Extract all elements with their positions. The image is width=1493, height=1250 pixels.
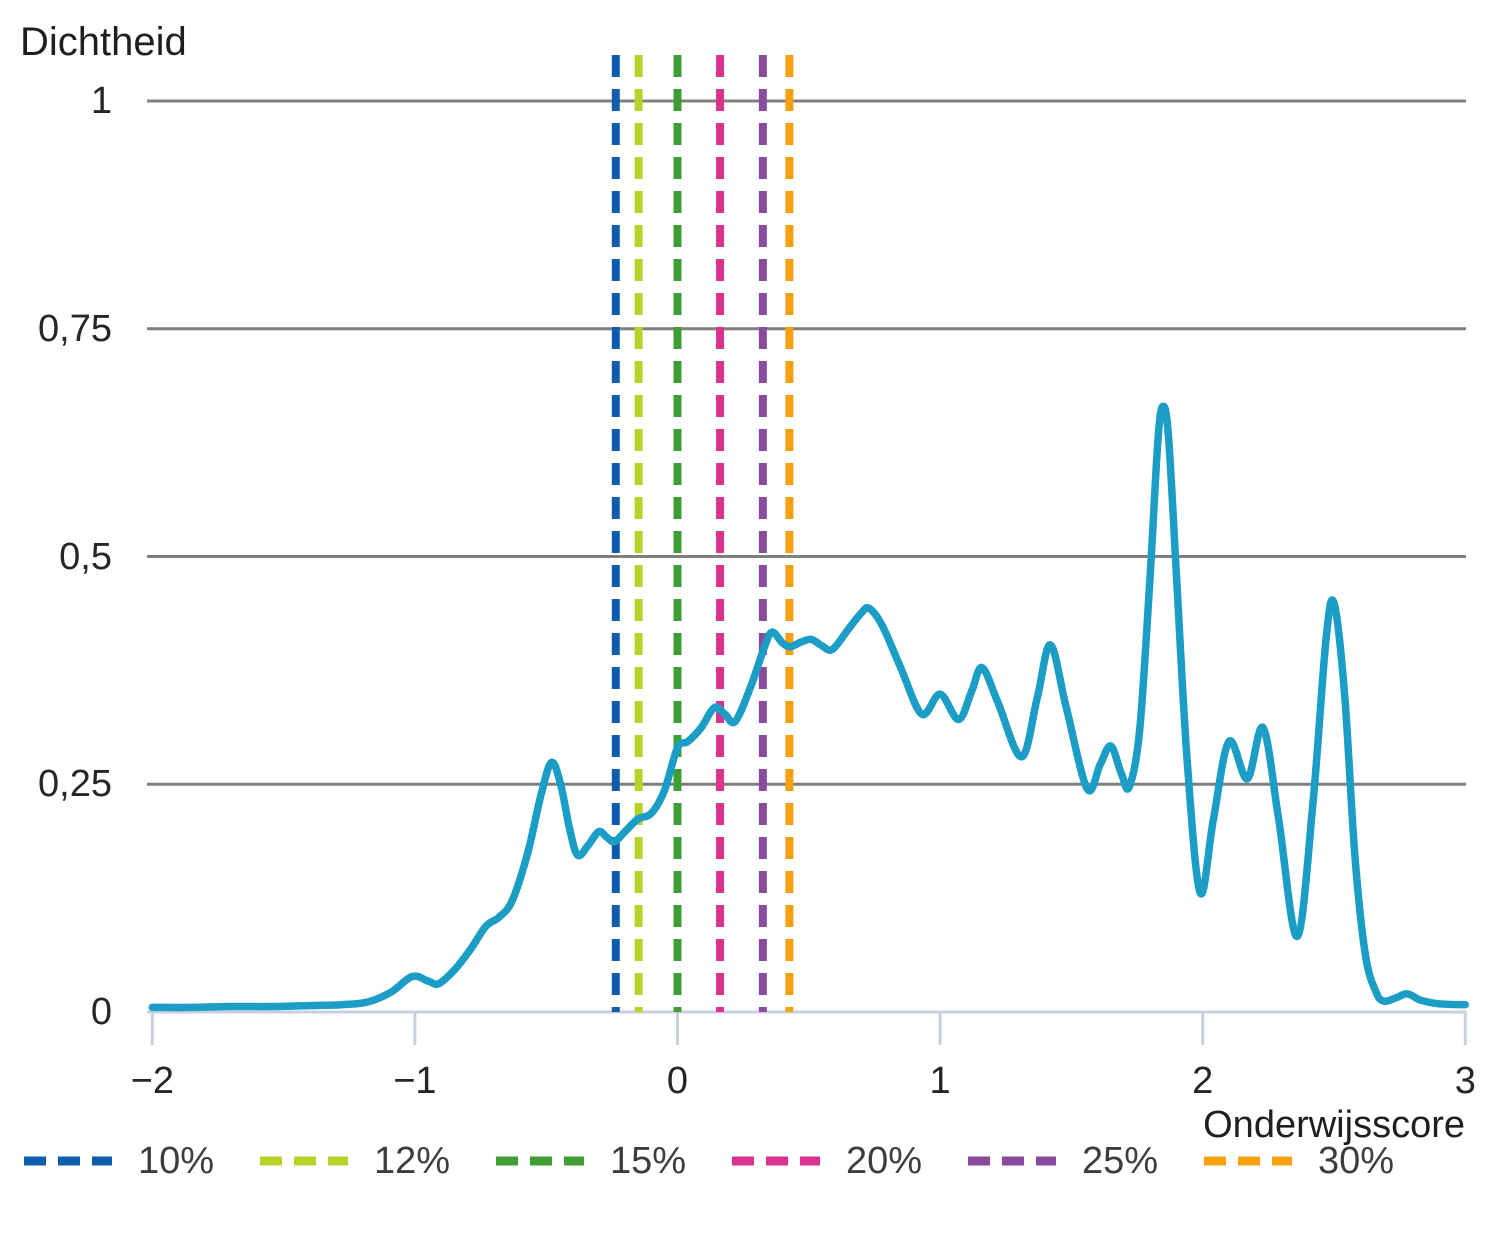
x-tick-label: 3 (1454, 1060, 1476, 1102)
legend: 10% 12% 15% 20% 25% 30% (24, 1142, 1440, 1180)
x-tick-label: −2 (130, 1060, 174, 1102)
legend-dash-swatch (24, 1156, 112, 1166)
y-tick-label: 0,25 (38, 763, 112, 806)
legend-dash-swatch (732, 1156, 820, 1166)
legend-label: 30% (1318, 1140, 1395, 1182)
y-tick-label: 1 (90, 80, 112, 122)
legend-item-20%: 20% (732, 1142, 968, 1180)
legend-label: 10% (138, 1140, 215, 1182)
density-curve-dichtheid (148, 402, 1470, 1012)
legend-item-30%: 30% (1204, 1142, 1440, 1180)
x-tick-label: 0 (666, 1060, 689, 1102)
legend-label: 20% (846, 1140, 923, 1182)
legend-item-10%: 10% (24, 1142, 260, 1180)
legend-dash-swatch (1204, 1156, 1292, 1166)
legend-label: 15% (610, 1140, 687, 1182)
y-axis-title: Dichtheid (20, 20, 187, 64)
legend-label: 12% (374, 1140, 451, 1182)
y-tick-label: 0,75 (38, 307, 112, 350)
legend-dash-swatch (968, 1156, 1056, 1166)
x-tick-label: −1 (393, 1060, 437, 1102)
legend-dash-swatch (260, 1156, 348, 1166)
y-tick-label: 0,5 (59, 535, 112, 578)
x-axis-title: Onderwijsscore (1203, 1104, 1465, 1146)
x-tick-label: 1 (929, 1060, 951, 1102)
x-tick-label: 2 (1192, 1060, 1214, 1102)
y-tick-label: 0 (90, 991, 112, 1033)
legend-item-12%: 12% (260, 1142, 496, 1180)
legend-item-25%: 25% (968, 1142, 1204, 1180)
legend-item-15%: 15% (496, 1142, 732, 1180)
legend-dash-swatch (496, 1156, 584, 1166)
legend-label: 25% (1082, 1140, 1159, 1182)
